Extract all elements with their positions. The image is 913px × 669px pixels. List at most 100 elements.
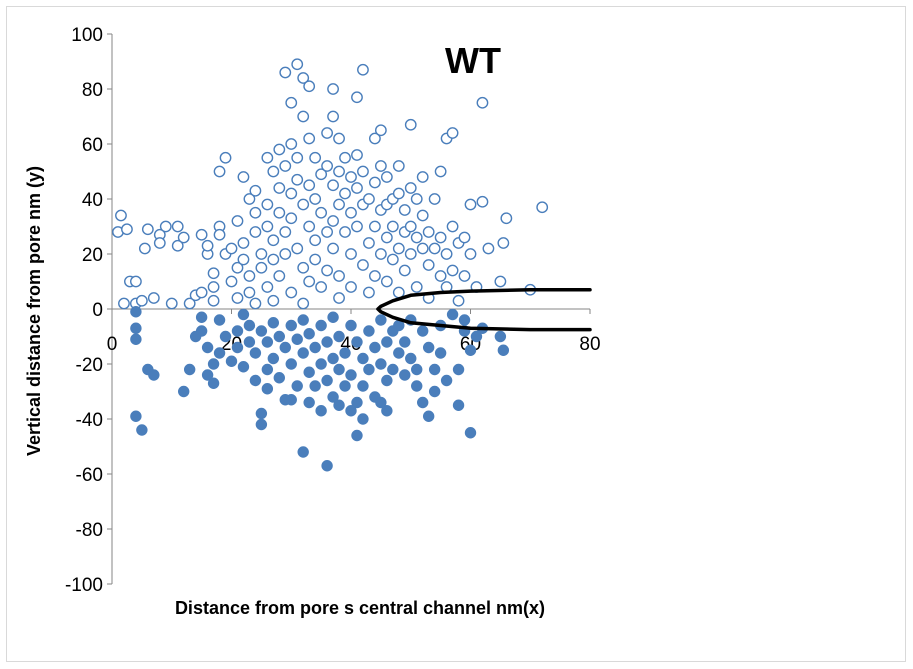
- open-data-point: [291, 173, 304, 186]
- filled-data-point: [213, 347, 226, 359]
- open-data-point: [333, 165, 345, 178]
- filled-data-point: [273, 372, 285, 384]
- open-data-point: [392, 160, 405, 172]
- open-data-point: [321, 127, 333, 139]
- filled-data-point: [399, 369, 411, 381]
- filled-data-point: [261, 383, 274, 395]
- open-circle-series: [112, 58, 549, 310]
- open-data-point: [225, 242, 238, 255]
- open-data-point: [141, 223, 154, 236]
- open-data-point: [345, 171, 357, 183]
- open-data-point: [273, 182, 286, 194]
- filled-data-point: [243, 319, 256, 332]
- open-data-point: [291, 242, 304, 255]
- filled-data-point: [261, 336, 274, 348]
- open-data-point: [279, 226, 292, 238]
- open-data-point: [267, 165, 280, 178]
- open-data-point: [249, 297, 262, 310]
- open-data-point: [333, 198, 345, 211]
- open-data-point: [398, 204, 411, 216]
- filled-data-point: [201, 341, 214, 354]
- open-data-point: [177, 231, 190, 244]
- open-data-point: [374, 160, 387, 172]
- filled-data-point: [195, 325, 208, 337]
- filled-data-point: [446, 308, 459, 321]
- open-data-point: [249, 206, 262, 219]
- filled-data-point: [249, 374, 262, 387]
- open-data-point: [494, 275, 507, 288]
- y-tick-label: 40: [82, 190, 103, 211]
- filled-data-point: [321, 336, 333, 348]
- filled-data-point: [267, 317, 280, 329]
- open-data-point: [500, 212, 513, 225]
- filled-data-point: [411, 363, 423, 376]
- filled-data-point: [315, 319, 327, 332]
- open-data-point: [315, 206, 328, 219]
- open-data-point: [497, 237, 510, 249]
- open-data-point: [440, 248, 453, 260]
- open-data-point: [339, 151, 351, 164]
- open-data-point: [434, 270, 447, 282]
- open-data-point: [201, 239, 214, 252]
- filled-data-point: [291, 380, 303, 392]
- filled-data-point: [315, 405, 327, 417]
- filled-data-point: [440, 374, 453, 387]
- open-data-point: [321, 160, 333, 172]
- y-tick-label: 20: [82, 245, 103, 266]
- filled-data-point: [387, 363, 399, 376]
- filled-data-point: [381, 374, 393, 387]
- filled-data-point: [207, 358, 220, 370]
- filled-data-point: [434, 347, 447, 359]
- open-data-point: [476, 195, 489, 208]
- open-data-point: [410, 281, 423, 293]
- y-axis-label: Vertical distance from pore nm (y): [24, 166, 44, 456]
- open-data-point: [285, 212, 298, 225]
- filled-data-point: [375, 358, 387, 370]
- open-data-point: [380, 275, 393, 288]
- open-data-point: [243, 270, 256, 282]
- open-data-point: [452, 294, 465, 307]
- open-data-point: [333, 132, 345, 145]
- open-data-point: [249, 226, 262, 238]
- filled-data-point: [369, 341, 381, 354]
- filled-data-point: [303, 396, 315, 409]
- open-data-point: [386, 253, 399, 266]
- filled-data-point: [357, 380, 369, 392]
- open-data-point: [267, 234, 280, 247]
- filled-data-point: [237, 308, 250, 321]
- open-data-point: [327, 215, 339, 227]
- open-data-point: [404, 248, 417, 260]
- filled-data-point: [255, 407, 268, 420]
- open-data-point: [183, 297, 196, 310]
- filled-data-point: [405, 352, 417, 365]
- open-data-point: [207, 281, 220, 293]
- filled-data-point: [297, 347, 309, 359]
- filled-data-point: [321, 374, 333, 387]
- filled-data-point: [130, 333, 142, 345]
- open-data-point: [129, 275, 142, 288]
- open-data-point: [303, 220, 316, 233]
- open-data-point: [303, 275, 316, 288]
- open-data-point: [279, 66, 292, 79]
- filled-data-point: [321, 460, 333, 472]
- open-data-point: [410, 193, 423, 205]
- open-data-point: [255, 248, 268, 260]
- open-data-point: [327, 110, 339, 123]
- open-data-point: [368, 176, 381, 189]
- filled-data-point: [178, 385, 190, 398]
- filled-data-point: [357, 352, 369, 365]
- open-data-point: [368, 270, 381, 282]
- open-data-point: [261, 198, 274, 211]
- axes: [107, 33, 591, 585]
- open-data-point: [333, 270, 345, 282]
- filled-data-point: [195, 311, 208, 323]
- filled-data-point: [237, 361, 250, 373]
- filled-data-point: [375, 396, 387, 409]
- open-data-point: [231, 292, 244, 304]
- filled-data-point: [345, 369, 357, 381]
- open-data-point: [434, 231, 447, 244]
- filled-data-point: [231, 341, 244, 354]
- open-data-point: [321, 264, 333, 277]
- open-data-point: [297, 261, 310, 274]
- y-tick-label: 60: [82, 135, 103, 156]
